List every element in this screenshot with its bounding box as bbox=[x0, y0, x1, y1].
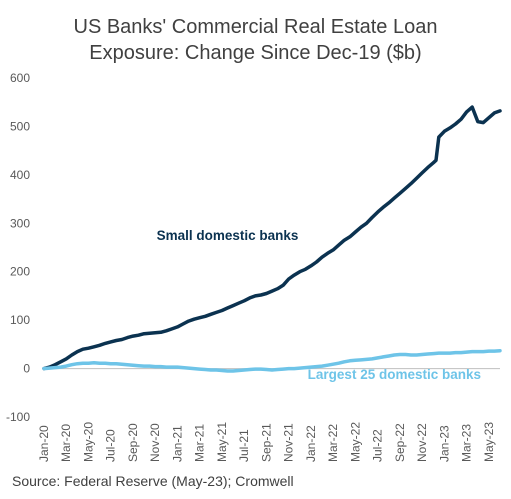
x-tick-label: Jan-22 bbox=[304, 425, 318, 462]
x-tick-label: Nov-22 bbox=[415, 423, 429, 462]
x-tick-label: Sep-21 bbox=[259, 423, 273, 462]
series-small-domestic-banks bbox=[42, 105, 502, 371]
y-tick-label: 0 bbox=[23, 362, 30, 376]
y-tick-label: 400 bbox=[10, 168, 30, 182]
annotation-layer: Small domestic banks Largest 25 domestic … bbox=[157, 228, 481, 382]
label-small-domestic-banks: Small domestic banks bbox=[157, 228, 299, 243]
x-tick-label: Mar-22 bbox=[326, 424, 340, 462]
x-tick-label: Jul-20 bbox=[104, 429, 118, 462]
label-largest-25-domestic-banks: Largest 25 domestic banks bbox=[308, 367, 481, 382]
series-largest-25-domestic-banks bbox=[42, 348, 502, 373]
series-layer bbox=[42, 105, 502, 373]
x-tick-label: Nov-20 bbox=[148, 423, 162, 462]
x-tick-label: May-23 bbox=[482, 422, 496, 462]
x-tick-label: May-22 bbox=[348, 422, 362, 462]
x-tick-label: Jan-23 bbox=[437, 425, 451, 462]
x-tick-label: Mar-23 bbox=[460, 424, 474, 462]
y-tick-label: 300 bbox=[10, 216, 30, 230]
y-tick-label: -100 bbox=[6, 410, 30, 424]
y-tick-label: 500 bbox=[10, 119, 30, 133]
x-tick-label: May-21 bbox=[215, 422, 229, 462]
y-tick-label: 200 bbox=[10, 265, 30, 279]
x-tick-label: Sep-20 bbox=[126, 423, 140, 462]
x-tick-label: Nov-21 bbox=[282, 423, 296, 462]
chart-title-line1: US Banks' Commercial Real Estate Loan bbox=[73, 16, 438, 38]
source-note: Source: Federal Reserve (May-23); Cromwe… bbox=[12, 473, 294, 489]
x-axis: Jan-20 Mar-20 May-20 Jul-20 Sep-20 Nov-20 Jan-… bbox=[37, 368, 500, 462]
x-tick-label: Jul-22 bbox=[371, 429, 385, 462]
x-tick-label: Mar-20 bbox=[59, 424, 73, 462]
y-tick-label: 100 bbox=[10, 313, 30, 327]
x-tick-label: Jul-21 bbox=[237, 429, 251, 462]
x-tick-label: Jan-20 bbox=[37, 425, 51, 462]
x-tick-label: May-20 bbox=[81, 422, 95, 462]
chart-title-line2: Exposure: Change Since Dec-19 ($b) bbox=[89, 42, 422, 64]
y-axis: -100 0 100 200 300 400 500 600 bbox=[6, 71, 30, 424]
y-tick-label: 600 bbox=[10, 71, 30, 85]
x-tick-label: Jan-21 bbox=[170, 425, 184, 462]
chart-title: US Banks' Commercial Real Estate Loan Ex… bbox=[0, 14, 511, 66]
x-tick-label: Mar-21 bbox=[193, 424, 207, 462]
x-tick-label: Sep-22 bbox=[393, 423, 407, 462]
